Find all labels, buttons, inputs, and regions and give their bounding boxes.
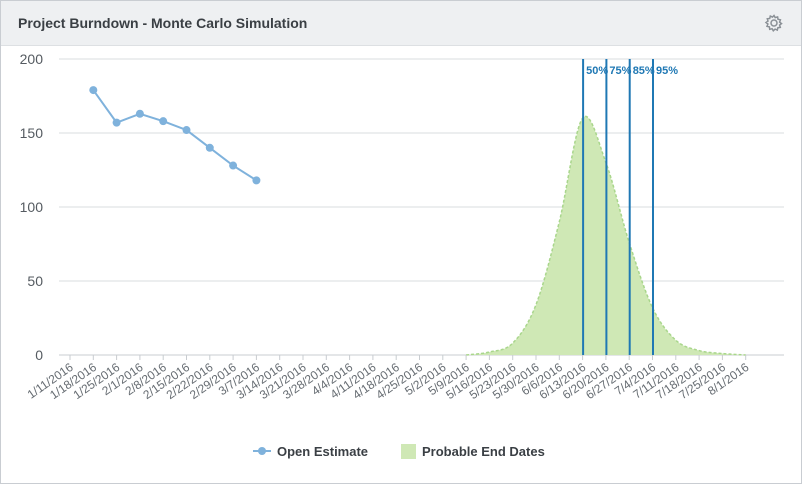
y-tick-label: 50 [27,273,43,289]
open-estimate-point [112,118,121,127]
y-tick-label: 150 [20,125,44,141]
percentile-label: 85% [633,65,655,77]
legend-label-open-estimate: Open Estimate [277,443,369,459]
y-tick-label: 0 [35,347,43,363]
legend-label-probable-end-dates: Probable End Dates [422,443,545,459]
x-axis: 1/11/20161/18/20161/25/20162/1/20162/8/2… [25,355,752,402]
probable-end-dates-outline [466,115,746,356]
probable-end-dates-legend-swatch [401,443,416,459]
open-estimate-point [205,143,214,152]
legend-dot [258,447,266,455]
percentile-label: 50% [586,65,608,77]
open-estimate-point [229,161,238,170]
legend-item-probable-end-dates[interactable]: Probable End Dates [401,441,545,461]
percentile-lines: 50% 75% 85% 95% [582,59,678,355]
burndown-chart: 0 50 100 150 200 50% 75% 85% 95% 1/11/20161/18/… [20,51,784,402]
open-estimate-point [182,126,191,135]
legend-item-open-estimate[interactable]: Open Estimate [253,441,368,461]
gear-icon[interactable] [764,13,784,33]
percentile-label: 75% [609,65,631,77]
page-title: Project Burndown - Monte Carlo Simulatio… [18,15,308,31]
legend: Open Estimate Probable End Dates [1,441,801,463]
open-estimate-point [159,117,168,126]
open-estimate-point [135,109,144,118]
open-estimate-line [92,89,257,182]
open-estimate-series [89,86,261,185]
y-axis: 0 50 100 150 200 [20,51,44,363]
y-tick-label: 200 [20,51,44,67]
open-estimate-point [252,176,261,185]
percentile-label: 95% [656,65,678,77]
open-estimate-legend-marker [253,447,271,455]
panel-header: Project Burndown - Monte Carlo Simulatio… [1,1,801,46]
open-estimate-point [89,86,98,95]
y-tick-label: 100 [20,199,44,215]
grid-layer [59,58,784,356]
